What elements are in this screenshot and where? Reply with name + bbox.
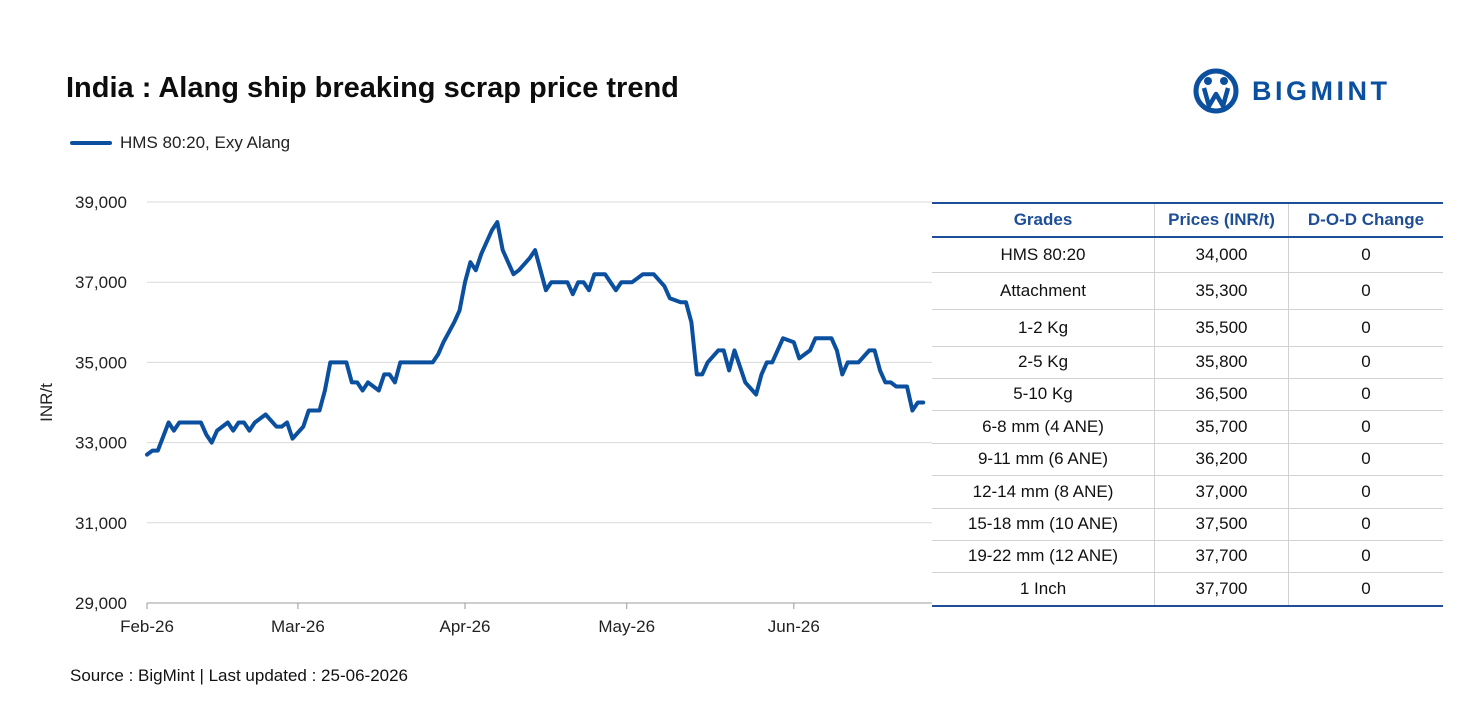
- cell-grade: 1-2 Kg: [932, 309, 1155, 347]
- cell-dod-change: 0: [1288, 508, 1443, 541]
- cell-price: 35,300: [1154, 272, 1289, 310]
- cell-grade: HMS 80:20: [932, 237, 1155, 273]
- table-row: 1 Inch 37,700 0: [932, 572, 1443, 607]
- cell-grade: 5-10 Kg: [932, 378, 1155, 411]
- y-tick-label: 29,000: [75, 594, 127, 613]
- y-tick-label: 33,000: [75, 434, 127, 453]
- cell-grade: 15-18 mm (10 ANE): [932, 508, 1155, 541]
- grades-price-table: Grades Prices (INR/t) D-O-D Change HMS 8…: [932, 202, 1443, 607]
- cell-price: 35,700: [1154, 410, 1289, 444]
- cell-price: 34,000: [1154, 237, 1289, 273]
- x-tick-label: Jun-26: [768, 617, 820, 636]
- x-tick-label: May-26: [598, 617, 655, 636]
- cell-dod-change: 0: [1288, 272, 1443, 310]
- header-prices: Prices (INR/t): [1154, 202, 1289, 238]
- cell-grade: Attachment: [932, 272, 1155, 310]
- table-row: 15-18 mm (10 ANE) 37,500 0: [932, 508, 1443, 541]
- cell-dod-change: 0: [1288, 475, 1443, 509]
- table-row: 19-22 mm (12 ANE) 37,700 0: [932, 540, 1443, 573]
- table-row: 5-10 Kg 36,500 0: [932, 378, 1443, 411]
- legend-swatch: [70, 141, 112, 145]
- table-row: HMS 80:20 34,000 0: [932, 237, 1443, 273]
- chart-title: India : Alang ship breaking scrap price …: [66, 72, 679, 104]
- series-line-hms-80-20: [145, 220, 926, 457]
- y-tick-label: 31,000: [75, 514, 127, 533]
- cell-dod-change: 0: [1288, 346, 1443, 379]
- cell-price: 35,500: [1154, 309, 1289, 347]
- cell-grade: 9-11 mm (6 ANE): [932, 443, 1155, 476]
- cell-dod-change: 0: [1288, 572, 1443, 607]
- header-dod-change: D-O-D Change: [1288, 202, 1443, 238]
- header-grades: Grades: [932, 202, 1155, 238]
- bigmint-logo-text: BIGMINT: [1252, 76, 1391, 106]
- table-row: 9-11 mm (6 ANE) 36,200 0: [932, 443, 1443, 476]
- cell-price: 37,700: [1154, 540, 1289, 573]
- cell-grade: 1 Inch: [932, 572, 1155, 607]
- price-trend-chart: 29,000 31,000 33,000 35,000 37,000 39,000 Feb-…: [37, 193, 932, 636]
- y-tick-label: 37,000: [75, 273, 127, 292]
- cell-price: 36,500: [1154, 378, 1289, 411]
- cell-price: 35,800: [1154, 346, 1289, 379]
- y-axis-label: INR/t: [37, 383, 56, 422]
- cell-price: 37,000: [1154, 475, 1289, 509]
- chart-legend: HMS 80:20, Exy Alang: [70, 132, 290, 154]
- cell-price: 36,200: [1154, 443, 1289, 476]
- x-tick-label: Feb-26: [120, 617, 174, 636]
- bigmint-logo: BIGMINT: [1192, 68, 1442, 114]
- cell-grade: 12-14 mm (8 ANE): [932, 475, 1155, 509]
- cell-dod-change: 0: [1288, 410, 1443, 444]
- cell-dod-change: 0: [1288, 378, 1443, 411]
- bigmint-logo-icon: [1193, 68, 1239, 114]
- y-tick-label: 35,000: [75, 353, 127, 372]
- cell-price: 37,500: [1154, 508, 1289, 541]
- source-note: Source : BigMint | Last updated : 25-06-…: [70, 666, 409, 685]
- x-tick-label: Apr-26: [439, 617, 490, 636]
- table-row: 12-14 mm (8 ANE) 37,000 0: [932, 475, 1443, 509]
- cell-dod-change: 0: [1288, 443, 1443, 476]
- cell-dod-change: 0: [1288, 309, 1443, 347]
- table-row: Attachment 35,300 0: [932, 272, 1443, 310]
- legend-label: HMS 80:20, Exy Alang: [120, 133, 291, 152]
- cell-dod-change: 0: [1288, 237, 1443, 273]
- table-header-row: Grades Prices (INR/t) D-O-D Change: [932, 202, 1443, 238]
- cell-dod-change: 0: [1288, 540, 1443, 573]
- y-tick-label: 39,000: [75, 193, 127, 212]
- x-tick-label: Mar-26: [271, 617, 325, 636]
- table-row: 2-5 Kg 35,800 0: [932, 346, 1443, 379]
- cell-grade: 19-22 mm (12 ANE): [932, 540, 1155, 573]
- cell-price: 37,700: [1154, 572, 1289, 607]
- cell-grade: 2-5 Kg: [932, 346, 1155, 379]
- table-row: 6-8 mm (4 ANE) 35,700 0: [932, 410, 1443, 444]
- cell-grade: 6-8 mm (4 ANE): [932, 410, 1155, 444]
- table-row: 1-2 Kg 35,500 0: [932, 309, 1443, 347]
